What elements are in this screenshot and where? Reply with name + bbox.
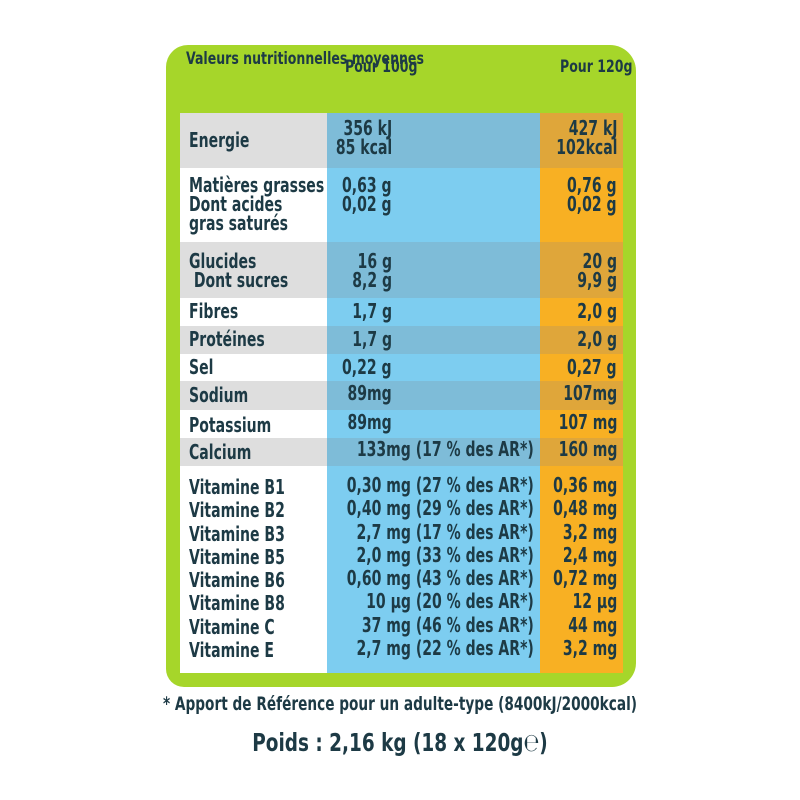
row-calcium: Calcium 133mg (17 % des AR*) 160 mg bbox=[180, 438, 623, 466]
row-glucides: Glucides Dont sucres 16 g 8,2 g 20 g 9,9… bbox=[180, 242, 623, 298]
label-fibres: Fibres bbox=[189, 299, 239, 323]
value-100g-vitamines: 0,30 mg (27 % des AR*) 0,40 mg (29 % des… bbox=[346, 473, 534, 661]
row-proteines: Protéines 1,7 g 2,0 g bbox=[180, 326, 623, 354]
label-proteines: Protéines bbox=[189, 327, 265, 351]
value-120g-energie: 427 kJ 102kcal bbox=[555, 116, 617, 159]
row-energie: Energie 356 kJ 85 kcal 427 kJ 102kcal bbox=[180, 113, 623, 168]
value-100g-calcium: 133mg (17 % des AR*) bbox=[357, 437, 534, 461]
value-100g-potassium: 89mg bbox=[347, 410, 392, 434]
nutrition-table: Energie 356 kJ 85 kcal 427 kJ 102kcal Ma… bbox=[180, 113, 623, 673]
label-sel: Sel bbox=[189, 355, 214, 379]
value-120g-potassium: 107 mg bbox=[558, 410, 617, 434]
label-potassium: Potassium bbox=[189, 413, 272, 437]
value-100g-matieres-grasses: 0,63 g 0,02 g bbox=[342, 173, 392, 216]
value-120g-matieres-grasses: 0,76 g 0,02 g bbox=[567, 173, 617, 216]
value-100g-sodium: 89mg bbox=[347, 381, 392, 405]
row-potassium: Potassium 89mg 107 mg bbox=[180, 410, 623, 438]
row-vitamines: Vitamine B1 Vitamine B2 Vitamine B3 Vita… bbox=[180, 466, 623, 673]
label-glucides: Glucides Dont sucres bbox=[189, 249, 289, 292]
value-120g-vitamines: 0,36 mg 0,48 mg 3,2 mg 2,4 mg 0,72 mg 12… bbox=[552, 473, 617, 661]
value-120g-sel: 0,27 g bbox=[567, 355, 617, 379]
label-vitamines: Vitamine B1 Vitamine B2 Vitamine B3 Vita… bbox=[189, 475, 285, 663]
row-matieres-grasses: Matières grasses Dont acides gras saturé… bbox=[180, 168, 623, 242]
value-100g-glucides: 16 g 8,2 g bbox=[352, 249, 392, 292]
row-fibres: Fibres 1,7 g 2,0 g bbox=[180, 298, 623, 326]
header-nutrition-values: Valeurs nutritionnelles moyennes bbox=[186, 49, 424, 69]
value-120g-proteines: 2,0 g bbox=[577, 327, 617, 351]
label-calcium: Calcium bbox=[189, 440, 252, 464]
label-sodium: Sodium bbox=[189, 383, 249, 407]
label-matieres-grasses: Matières grasses Dont acides gras saturé… bbox=[189, 173, 325, 235]
label-energie: Energie bbox=[189, 128, 250, 152]
net-weight: Poids : 2,16 kg (18 x 120g℮) bbox=[252, 728, 548, 757]
value-100g-proteines: 1,7 g bbox=[352, 327, 392, 351]
header-per-120g: Pour 120g bbox=[560, 57, 633, 77]
value-120g-fibres: 2,0 g bbox=[577, 299, 617, 323]
value-120g-sodium: 107mg bbox=[563, 381, 617, 405]
value-100g-sel: 0,22 g bbox=[342, 355, 392, 379]
reference-intake-note: * Apport de Référence pour un adulte-typ… bbox=[162, 693, 638, 715]
row-sel: Sel 0,22 g 0,27 g bbox=[180, 354, 623, 381]
value-100g-energie: 356 kJ 85 kcal bbox=[335, 116, 392, 159]
value-100g-fibres: 1,7 g bbox=[352, 299, 392, 323]
value-120g-calcium: 160 mg bbox=[558, 437, 617, 461]
value-120g-glucides: 20 g 9,9 g bbox=[577, 249, 617, 292]
header-per-100g: Pour 100g bbox=[345, 57, 418, 77]
row-sodium: Sodium 89mg 107mg bbox=[180, 381, 623, 410]
